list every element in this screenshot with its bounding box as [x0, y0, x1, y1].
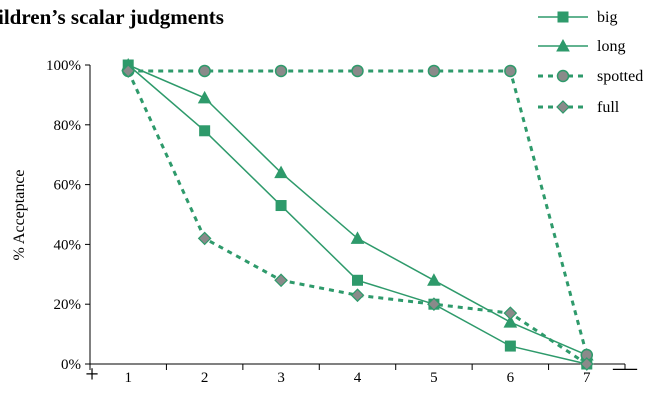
- data-point-full: [274, 273, 288, 288]
- data-point-long: [350, 231, 365, 244]
- y-axis-label: % Acceptance: [11, 169, 28, 260]
- legend: big long spotted full: [538, 9, 643, 116]
- legend-marker-spotted: [556, 69, 570, 83]
- legend-marker-big: [557, 11, 569, 23]
- y-tick-label: 40%: [54, 237, 82, 253]
- data-point-full: [579, 357, 594, 371]
- legend-marker-long: [556, 38, 570, 52]
- legend-item-spotted: spotted: [538, 68, 643, 85]
- series-layer: [121, 57, 594, 371]
- y-tick-label: 20%: [54, 297, 82, 313]
- x-tick-label: 2: [201, 370, 209, 386]
- data-point-full: [121, 64, 136, 78]
- legend-label-spotted: spotted: [597, 68, 643, 85]
- y-tick-label: 80%: [54, 118, 82, 134]
- axes: 0% 20% 40% 60% 80% 100% 1 2 3 4 5 6 7: [46, 58, 626, 386]
- legend-label-full: full: [597, 99, 620, 116]
- legend-item-long: long: [538, 38, 625, 55]
- series-line-long: [127, 64, 588, 356]
- data-point-long: [274, 165, 288, 179]
- x-tick-label: 1: [124, 370, 132, 386]
- x-tick-label: 7: [583, 370, 591, 386]
- legend-label-long: long: [597, 38, 625, 55]
- data-point-full: [350, 288, 365, 303]
- y-tick-label: 60%: [54, 178, 82, 194]
- data-point-spotted: [274, 64, 288, 78]
- y-tick-label: 100%: [46, 58, 81, 74]
- data-point-spotted: [504, 64, 517, 78]
- series-spotted: [121, 64, 594, 362]
- y-tick-label: 0%: [61, 357, 81, 373]
- legend-label-big: big: [597, 9, 617, 26]
- data-point-long: [503, 315, 518, 328]
- data-point-long: [427, 273, 441, 286]
- data-point-big: [504, 340, 516, 352]
- data-point-full: [427, 297, 441, 312]
- chart-title: ildren’s scalar judgments: [0, 5, 224, 29]
- data-point-full: [503, 306, 518, 321]
- data-point-full: [197, 231, 212, 246]
- data-point-long: [197, 90, 212, 104]
- data-point-big: [352, 274, 363, 286]
- data-point-spotted: [351, 64, 364, 78]
- data-point-big: [199, 125, 211, 137]
- series-big: [122, 59, 593, 370]
- left-end-label: +: [85, 362, 99, 388]
- series-full: [121, 64, 594, 371]
- legend-marker-full: [556, 100, 570, 114]
- x-tick-label: 5: [430, 370, 438, 386]
- data-point-spotted: [427, 64, 441, 78]
- series-line-spotted: [128, 69, 589, 356]
- x-tick-label: 4: [354, 370, 362, 386]
- x-tick-label: 6: [507, 370, 515, 386]
- data-point-spotted: [198, 64, 211, 78]
- legend-item-full: full: [538, 99, 620, 116]
- legend-item-big: big: [538, 9, 617, 26]
- data-point-big: [275, 200, 287, 212]
- series-line-full: [126, 70, 588, 366]
- x-tick-label: 3: [277, 370, 285, 386]
